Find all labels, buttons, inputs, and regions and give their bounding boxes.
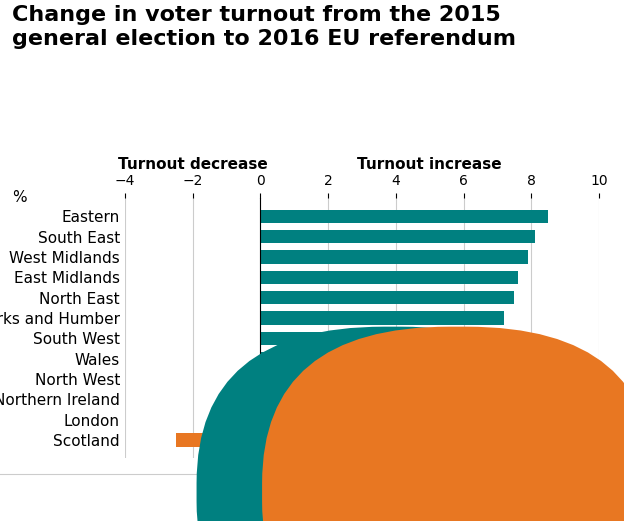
Text: Remain: Remain xyxy=(471,485,529,500)
Bar xyxy=(260,413,409,426)
Bar xyxy=(260,312,504,325)
Text: Turnout increase: Turnout increase xyxy=(358,157,502,172)
Text: %: % xyxy=(12,190,27,205)
Bar xyxy=(260,352,470,365)
Bar xyxy=(260,210,548,223)
Text: BBC: BBC xyxy=(580,502,612,516)
Bar xyxy=(260,373,450,386)
Text: How regions voted in EU referendum:: How regions voted in EU referendum: xyxy=(200,485,487,500)
Bar xyxy=(260,332,501,345)
Bar xyxy=(175,433,260,446)
Text: Change in voter turnout from the 2015
general election to 2016 EU referendum: Change in voter turnout from the 2015 ge… xyxy=(12,5,517,49)
Bar xyxy=(260,251,528,264)
Bar xyxy=(260,271,518,284)
Bar xyxy=(260,230,535,243)
Bar xyxy=(260,291,514,304)
Text: Turnout decrease: Turnout decrease xyxy=(118,157,268,172)
Text: Leave: Leave xyxy=(406,485,451,500)
Bar xyxy=(260,393,419,406)
